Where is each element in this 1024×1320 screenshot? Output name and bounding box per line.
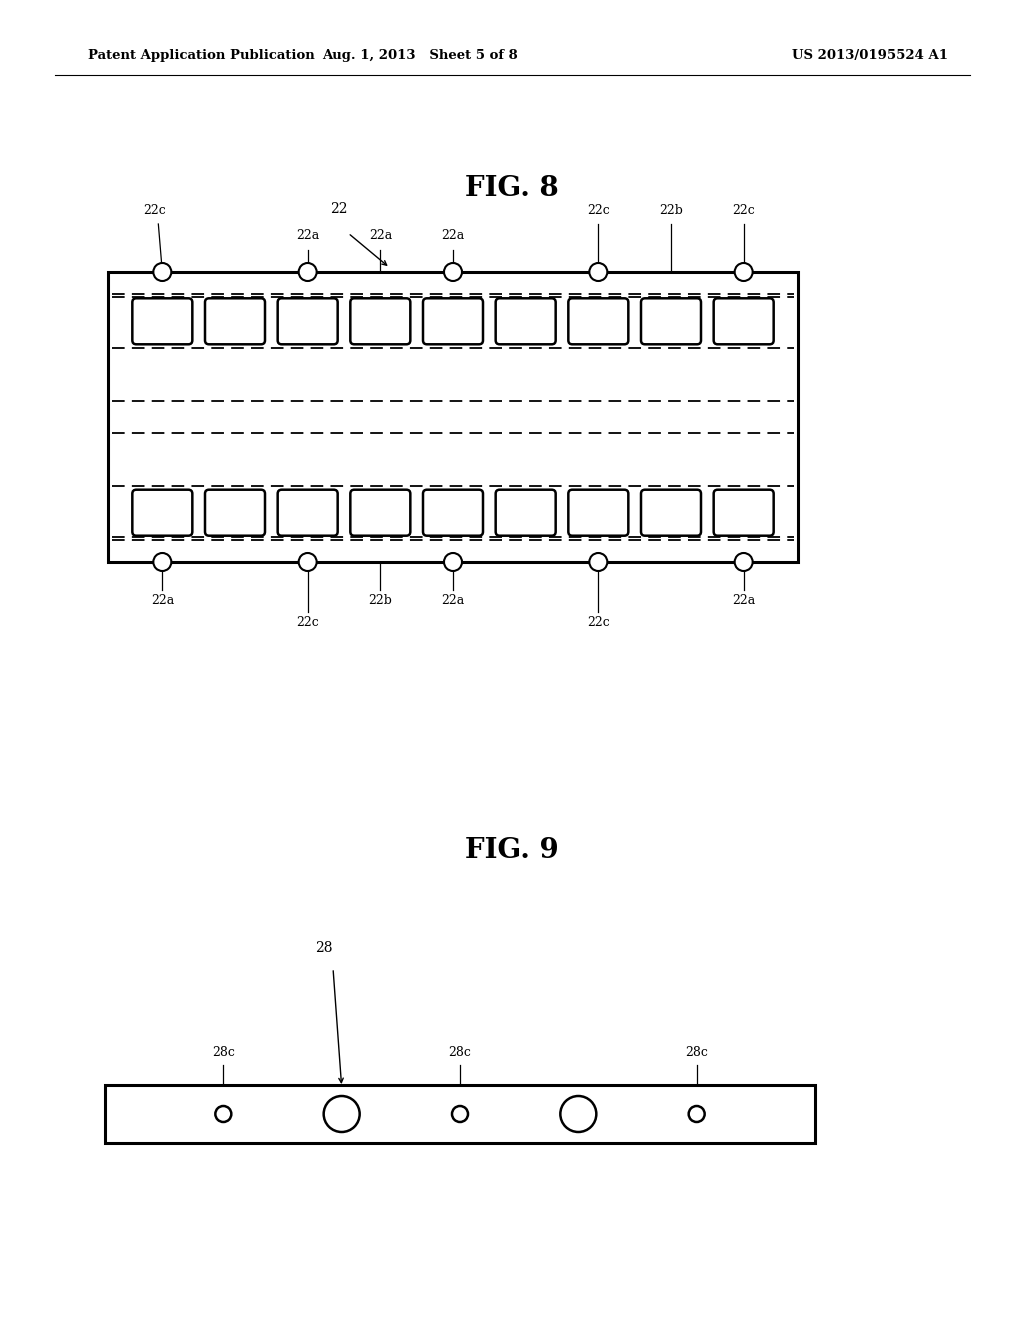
Text: 22b: 22b xyxy=(369,594,392,607)
FancyBboxPatch shape xyxy=(205,490,265,536)
FancyBboxPatch shape xyxy=(714,490,774,536)
Text: 22a: 22a xyxy=(732,594,756,607)
Circle shape xyxy=(444,553,462,572)
Text: 22c: 22c xyxy=(587,616,609,630)
Text: 28c: 28c xyxy=(685,1045,709,1059)
Text: 22c: 22c xyxy=(143,205,166,216)
Circle shape xyxy=(590,553,607,572)
Text: Patent Application Publication: Patent Application Publication xyxy=(88,49,314,62)
FancyBboxPatch shape xyxy=(496,490,556,536)
Circle shape xyxy=(444,263,462,281)
FancyBboxPatch shape xyxy=(714,298,774,345)
Circle shape xyxy=(452,1106,468,1122)
Bar xyxy=(108,272,798,562)
Text: FIG. 8: FIG. 8 xyxy=(465,174,559,202)
Text: 22a: 22a xyxy=(151,594,174,607)
FancyBboxPatch shape xyxy=(278,490,338,536)
Circle shape xyxy=(299,553,316,572)
Circle shape xyxy=(590,263,607,281)
Text: 22c: 22c xyxy=(732,205,755,216)
FancyBboxPatch shape xyxy=(568,298,629,345)
FancyBboxPatch shape xyxy=(350,490,411,536)
FancyBboxPatch shape xyxy=(641,298,701,345)
Circle shape xyxy=(324,1096,359,1133)
Circle shape xyxy=(734,553,753,572)
FancyBboxPatch shape xyxy=(423,298,483,345)
FancyBboxPatch shape xyxy=(568,490,629,536)
Text: 22c: 22c xyxy=(587,205,609,216)
Text: 28: 28 xyxy=(315,941,333,954)
Circle shape xyxy=(215,1106,231,1122)
Text: 22c: 22c xyxy=(296,616,319,630)
Text: 22a: 22a xyxy=(369,228,392,242)
Text: 22a: 22a xyxy=(441,228,465,242)
Circle shape xyxy=(734,263,753,281)
FancyBboxPatch shape xyxy=(423,490,483,536)
Text: 28c: 28c xyxy=(449,1045,471,1059)
FancyBboxPatch shape xyxy=(132,298,193,345)
Text: US 2013/0195524 A1: US 2013/0195524 A1 xyxy=(792,49,948,62)
FancyBboxPatch shape xyxy=(278,298,338,345)
Text: 22a: 22a xyxy=(296,228,319,242)
FancyBboxPatch shape xyxy=(496,298,556,345)
Circle shape xyxy=(154,263,171,281)
Circle shape xyxy=(154,553,171,572)
Bar xyxy=(105,1085,815,1143)
Circle shape xyxy=(689,1106,705,1122)
Circle shape xyxy=(299,263,316,281)
Text: FIG. 9: FIG. 9 xyxy=(465,837,559,863)
Circle shape xyxy=(560,1096,596,1133)
Text: 22: 22 xyxy=(330,202,347,216)
Text: Aug. 1, 2013   Sheet 5 of 8: Aug. 1, 2013 Sheet 5 of 8 xyxy=(323,49,518,62)
FancyBboxPatch shape xyxy=(350,298,411,345)
FancyBboxPatch shape xyxy=(641,490,701,536)
Text: 22a: 22a xyxy=(441,594,465,607)
FancyBboxPatch shape xyxy=(205,298,265,345)
FancyBboxPatch shape xyxy=(132,490,193,536)
Text: 22b: 22b xyxy=(659,205,683,216)
Text: 28c: 28c xyxy=(212,1045,234,1059)
